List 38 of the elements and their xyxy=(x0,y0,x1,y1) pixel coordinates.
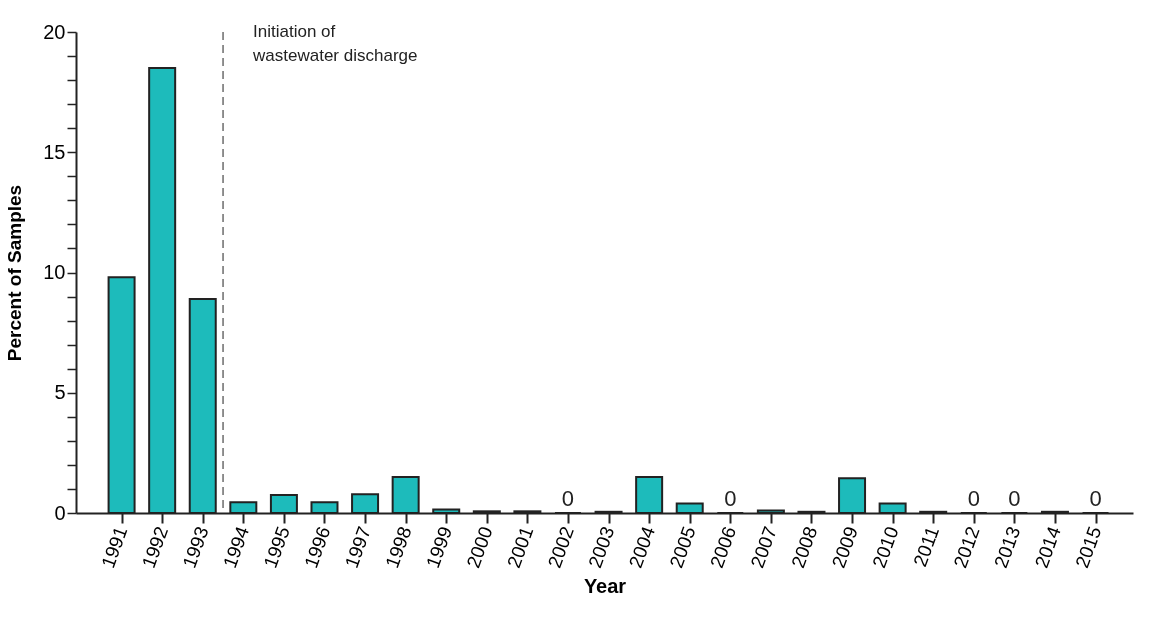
x-tick-label: 2010 xyxy=(868,523,903,571)
y-tick-label: 0 xyxy=(54,501,66,524)
x-tick-label: 2009 xyxy=(827,523,862,571)
x-tick-label: 2014 xyxy=(1030,523,1065,571)
y-axis-title: Percent of Samples xyxy=(4,184,26,362)
x-tick-label: 2013 xyxy=(990,523,1025,571)
x-tick-label: 2001 xyxy=(503,523,538,571)
x-tick-label: 1991 xyxy=(97,523,132,571)
x-axis-title: Year xyxy=(583,574,627,597)
x-tick-label: 1994 xyxy=(219,523,254,571)
x-tick-label: 1998 xyxy=(381,523,416,571)
data-label: 0 xyxy=(967,486,980,511)
x-tick-label: 1993 xyxy=(178,523,213,571)
x-tick-label: 2015 xyxy=(1071,523,1106,571)
x-tick-label: 2000 xyxy=(462,523,497,571)
data-label: 0 xyxy=(1008,486,1021,511)
ref-line-label: Initiation of wastewater discharge xyxy=(252,22,418,65)
data-label: 0 xyxy=(1089,486,1102,511)
x-tick-label: 2002 xyxy=(543,523,578,571)
y-tick-label: 20 xyxy=(43,20,66,43)
x-tick-label: 1995 xyxy=(259,523,294,571)
x-tick-label: 2008 xyxy=(787,523,822,571)
x-tick-label: 1997 xyxy=(340,523,375,571)
x-tick-label: 1992 xyxy=(137,523,173,571)
y-tick-label: 10 xyxy=(43,261,66,283)
x-tick-label: 2005 xyxy=(665,523,700,571)
x-tick-label: 2007 xyxy=(746,523,781,571)
x-tick-label: 2003 xyxy=(584,523,619,571)
y-tick-label: 15 xyxy=(43,140,66,163)
x-tick-label: 2004 xyxy=(624,523,660,571)
data-label: 0 xyxy=(724,486,737,511)
x-tick-label: 2006 xyxy=(706,523,741,571)
x-tick-label: 2012 xyxy=(949,523,984,571)
data-label: 0 xyxy=(561,486,575,511)
x-tick-label: 1996 xyxy=(300,523,335,571)
x-tick-label: 1999 xyxy=(421,523,457,571)
y-tick-label: 5 xyxy=(54,381,66,404)
x-tick-label: 2011 xyxy=(909,523,944,570)
